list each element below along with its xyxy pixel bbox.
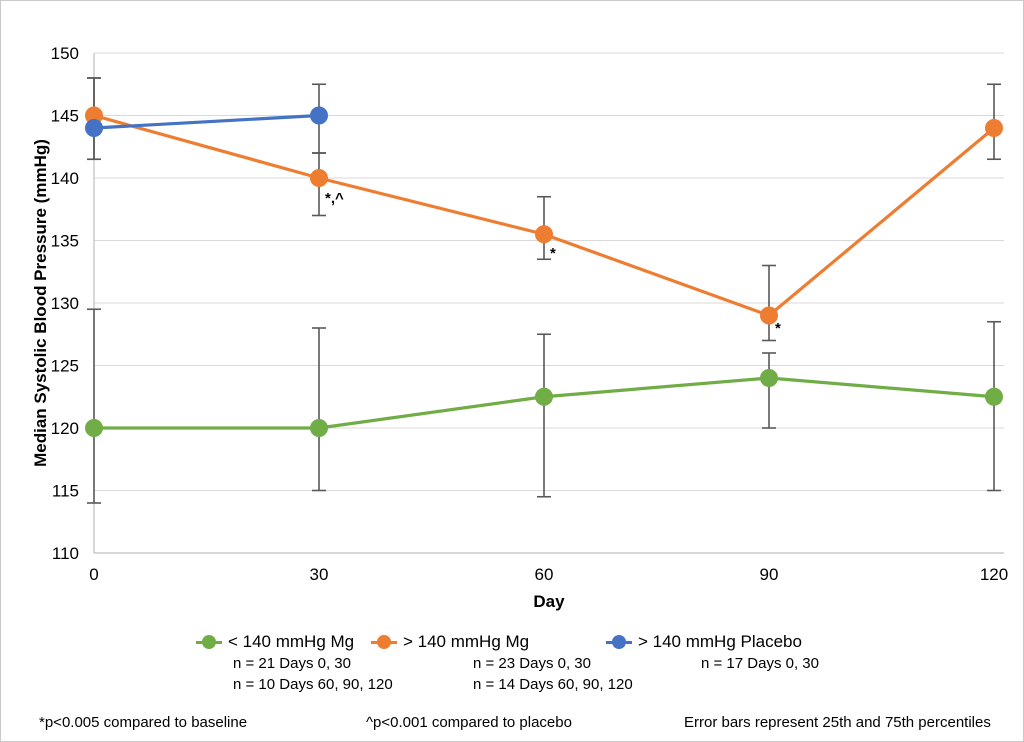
y-tick-label: 145 bbox=[51, 107, 79, 126]
sample-size-note: n = 21 Days 0, 30 bbox=[233, 655, 351, 672]
legend-label: > 140 mmHg Mg bbox=[403, 632, 530, 651]
data-point bbox=[85, 106, 103, 125]
y-tick-label: 150 bbox=[51, 44, 79, 63]
legend-label: > 140 mmHg Placebo bbox=[638, 632, 802, 651]
footnote-errorbars: Error bars represent 25th and 75th perce… bbox=[684, 714, 991, 731]
x-tick-label: 90 bbox=[760, 565, 779, 584]
series-line bbox=[93, 113, 320, 130]
x-tick-label: 60 bbox=[535, 565, 554, 584]
data-point bbox=[310, 169, 328, 187]
legend-label: < 140 mmHg Mg bbox=[228, 632, 355, 651]
significance-annotation: *,^ bbox=[325, 190, 344, 207]
blue-line-marker-icon bbox=[606, 634, 632, 650]
y-tick-label: 125 bbox=[51, 357, 79, 376]
y-tick-label: 135 bbox=[51, 232, 79, 251]
data-point bbox=[535, 387, 553, 406]
significance-annotation: * bbox=[550, 245, 556, 262]
data-point bbox=[760, 369, 778, 387]
x-tick-label: 0 bbox=[89, 565, 98, 584]
y-tick-label: 130 bbox=[51, 294, 79, 313]
data-point bbox=[985, 387, 1003, 406]
data-point bbox=[85, 119, 103, 137]
data-point bbox=[85, 419, 103, 437]
data-point bbox=[310, 106, 328, 125]
sample-size-note: n = 17 Days 0, 30 bbox=[701, 655, 819, 672]
data-point bbox=[985, 119, 1003, 137]
orange-line-marker-icon bbox=[371, 634, 397, 650]
sample-size-note: n = 14 Days 60, 90, 120 bbox=[473, 676, 633, 693]
green-line-marker-icon bbox=[196, 634, 222, 650]
y-tick-label: 140 bbox=[51, 169, 79, 188]
y-tick-label: 120 bbox=[51, 419, 79, 438]
data-point bbox=[535, 225, 553, 244]
x-tick-label: 120 bbox=[980, 565, 1008, 584]
y-tick-label: 115 bbox=[52, 482, 79, 501]
x-tick-label: 30 bbox=[310, 565, 329, 584]
sample-size-note: n = 23 Days 0, 30 bbox=[473, 655, 591, 672]
data-point bbox=[310, 419, 328, 437]
significance-annotation: * bbox=[775, 320, 781, 337]
y-tick-label: 110 bbox=[52, 544, 79, 563]
data-point bbox=[760, 306, 778, 325]
x-axis-title: Day bbox=[533, 592, 565, 611]
legend-item-lt140-mg: < 140 mmHg Mg bbox=[196, 632, 354, 652]
footnote-baseline: *p<0.005 compared to baseline bbox=[39, 714, 248, 731]
sample-size-note: n = 10 Days 60, 90, 120 bbox=[233, 676, 393, 693]
y-axis-title: Median Systolic Blood Pressure (mmHg) bbox=[31, 139, 50, 467]
footnote-placebo: ^p<0.001 compared to placebo bbox=[366, 714, 572, 731]
legend-item-gt140-mg: > 140 mmHg Mg bbox=[371, 632, 529, 652]
legend-item-gt140-placebo: > 140 mmHg Placebo bbox=[606, 632, 802, 652]
